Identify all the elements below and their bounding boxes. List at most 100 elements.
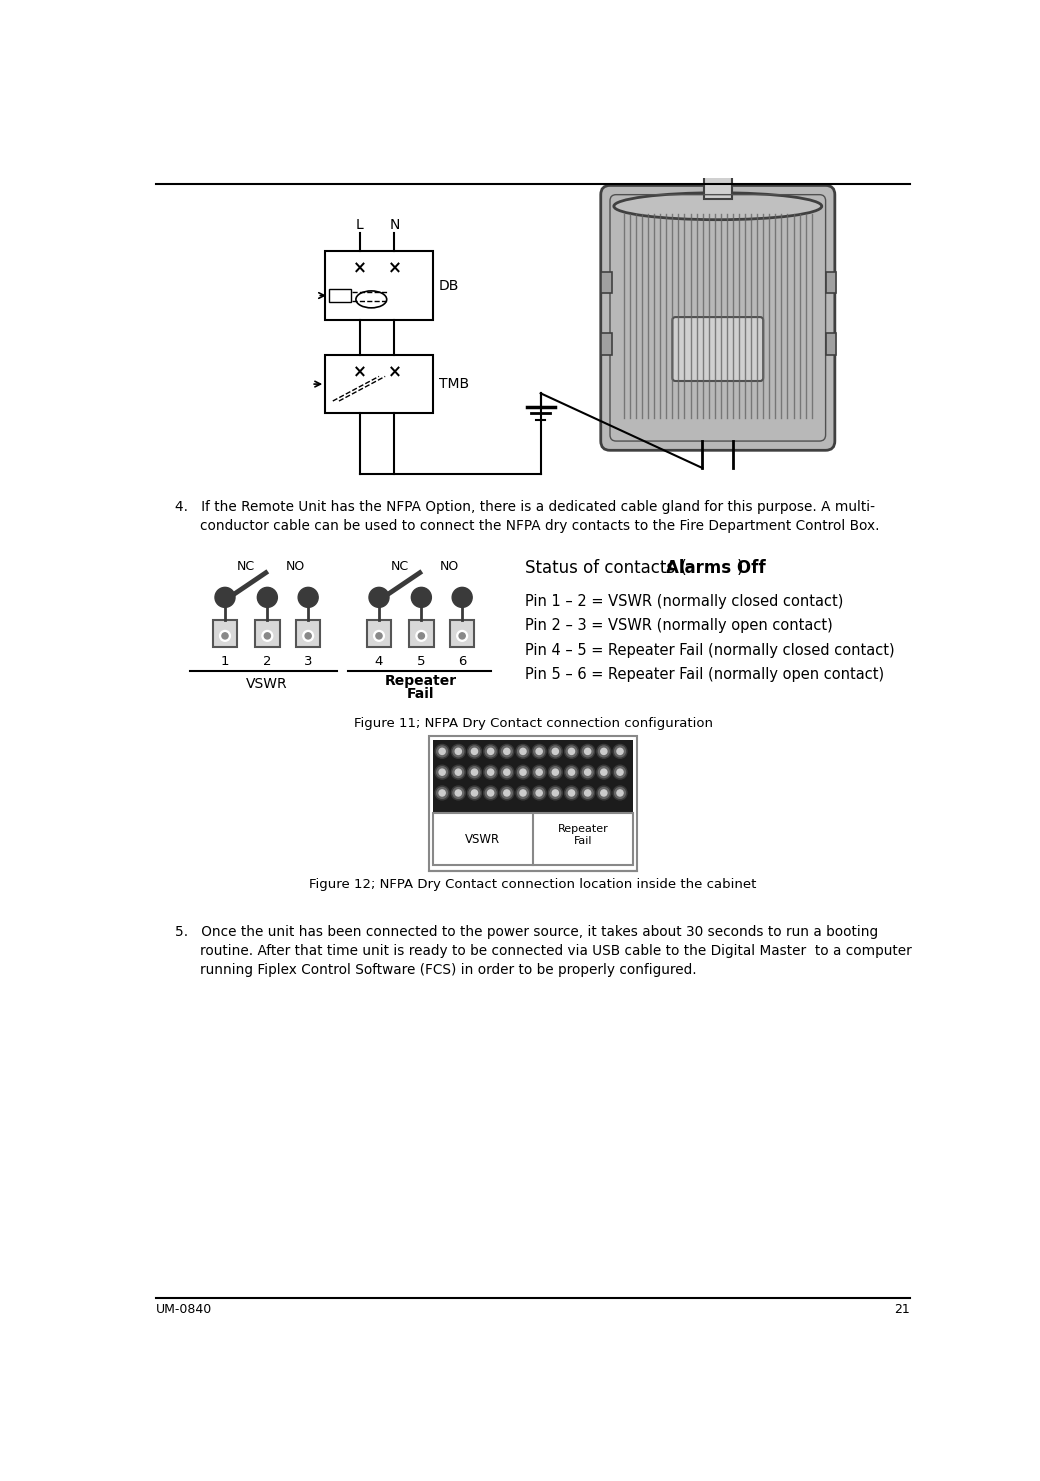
- Circle shape: [257, 588, 278, 607]
- Bar: [601, 271, 612, 293]
- Text: VSWR: VSWR: [245, 677, 287, 692]
- Circle shape: [601, 748, 607, 754]
- Circle shape: [536, 748, 542, 754]
- Circle shape: [584, 748, 591, 754]
- Circle shape: [550, 767, 561, 778]
- Circle shape: [580, 766, 595, 779]
- Circle shape: [516, 786, 530, 800]
- Circle shape: [369, 588, 389, 607]
- Circle shape: [452, 588, 472, 607]
- Circle shape: [580, 786, 595, 800]
- Circle shape: [488, 769, 494, 775]
- Circle shape: [615, 746, 625, 757]
- Circle shape: [298, 588, 318, 607]
- Circle shape: [520, 789, 526, 795]
- Text: 21: 21: [894, 1303, 910, 1317]
- Circle shape: [597, 745, 610, 758]
- Text: Pin 1 – 2 = VSWR (normally closed contact): Pin 1 – 2 = VSWR (normally closed contac…: [525, 594, 843, 609]
- Text: ×: ×: [388, 259, 401, 277]
- Circle shape: [500, 745, 514, 758]
- Circle shape: [451, 766, 465, 779]
- Circle shape: [518, 746, 528, 757]
- Bar: [430, 736, 636, 871]
- Circle shape: [412, 588, 432, 607]
- Circle shape: [435, 766, 449, 779]
- Circle shape: [617, 769, 623, 775]
- Circle shape: [219, 631, 231, 641]
- Circle shape: [484, 745, 497, 758]
- Circle shape: [520, 748, 526, 754]
- Circle shape: [469, 746, 479, 757]
- Bar: [326, 355, 433, 413]
- Bar: [450, 621, 474, 647]
- Circle shape: [373, 631, 385, 641]
- Circle shape: [303, 631, 313, 641]
- Circle shape: [457, 631, 468, 641]
- Circle shape: [471, 769, 477, 775]
- Circle shape: [565, 745, 578, 758]
- Circle shape: [435, 745, 449, 758]
- Circle shape: [222, 632, 228, 638]
- Text: 5: 5: [417, 655, 425, 668]
- Circle shape: [518, 788, 528, 798]
- Text: 5.   Once the unit has been connected to the power source, it takes about 30 sec: 5. Once the unit has been connected to t…: [175, 924, 878, 939]
- FancyBboxPatch shape: [673, 317, 763, 381]
- Bar: [367, 621, 391, 647]
- Circle shape: [484, 786, 497, 800]
- Circle shape: [534, 788, 545, 798]
- Circle shape: [580, 745, 595, 758]
- Circle shape: [569, 769, 574, 775]
- Circle shape: [375, 632, 382, 638]
- Text: Pin 2 – 3 = VSWR (normally open contact): Pin 2 – 3 = VSWR (normally open contact): [525, 618, 833, 634]
- Circle shape: [548, 766, 563, 779]
- Text: 6: 6: [458, 655, 466, 668]
- Text: Repeater
Fail: Repeater Fail: [557, 823, 608, 847]
- Bar: [326, 250, 433, 320]
- Circle shape: [503, 748, 510, 754]
- Circle shape: [471, 789, 477, 795]
- Bar: [826, 333, 836, 355]
- Circle shape: [459, 632, 465, 638]
- Circle shape: [566, 767, 577, 778]
- Circle shape: [416, 631, 426, 641]
- Circle shape: [550, 746, 561, 757]
- Text: L: L: [356, 219, 364, 233]
- Bar: [255, 621, 280, 647]
- Circle shape: [617, 789, 623, 795]
- Circle shape: [569, 789, 574, 795]
- Text: 2: 2: [263, 655, 271, 668]
- Circle shape: [566, 788, 577, 798]
- Circle shape: [468, 745, 482, 758]
- Circle shape: [566, 746, 577, 757]
- Circle shape: [582, 788, 593, 798]
- Text: Pin 4 – 5 = Repeater Fail (normally closed contact): Pin 4 – 5 = Repeater Fail (normally clos…: [525, 643, 895, 658]
- Text: 3: 3: [304, 655, 312, 668]
- Text: 4.   If the Remote Unit has the NFPA Option, there is a dedicated cable gland fo: 4. If the Remote Unit has the NFPA Optio…: [175, 499, 875, 514]
- Circle shape: [439, 748, 445, 754]
- Text: running Fiplex Control Software (FCS) in order to be properly configured.: running Fiplex Control Software (FCS) in…: [201, 963, 697, 977]
- Text: NO: NO: [285, 560, 305, 573]
- Text: ×: ×: [388, 363, 401, 382]
- Circle shape: [617, 748, 623, 754]
- Text: N: N: [389, 219, 399, 233]
- Circle shape: [503, 769, 510, 775]
- Ellipse shape: [614, 193, 822, 219]
- Text: DB: DB: [439, 278, 460, 293]
- Circle shape: [548, 786, 563, 800]
- Text: Figure 11; NFPA Dry Contact connection configuration: Figure 11; NFPA Dry Contact connection c…: [354, 717, 712, 730]
- Circle shape: [500, 766, 514, 779]
- Circle shape: [582, 767, 593, 778]
- Circle shape: [550, 788, 561, 798]
- Circle shape: [552, 789, 558, 795]
- Bar: [295, 621, 320, 647]
- Circle shape: [437, 788, 447, 798]
- Circle shape: [439, 789, 445, 795]
- Circle shape: [598, 788, 609, 798]
- Circle shape: [536, 789, 542, 795]
- Text: NO: NO: [440, 560, 459, 573]
- Bar: [213, 621, 237, 647]
- Circle shape: [565, 786, 578, 800]
- Circle shape: [598, 767, 609, 778]
- Circle shape: [584, 789, 591, 795]
- Text: 4: 4: [374, 655, 383, 668]
